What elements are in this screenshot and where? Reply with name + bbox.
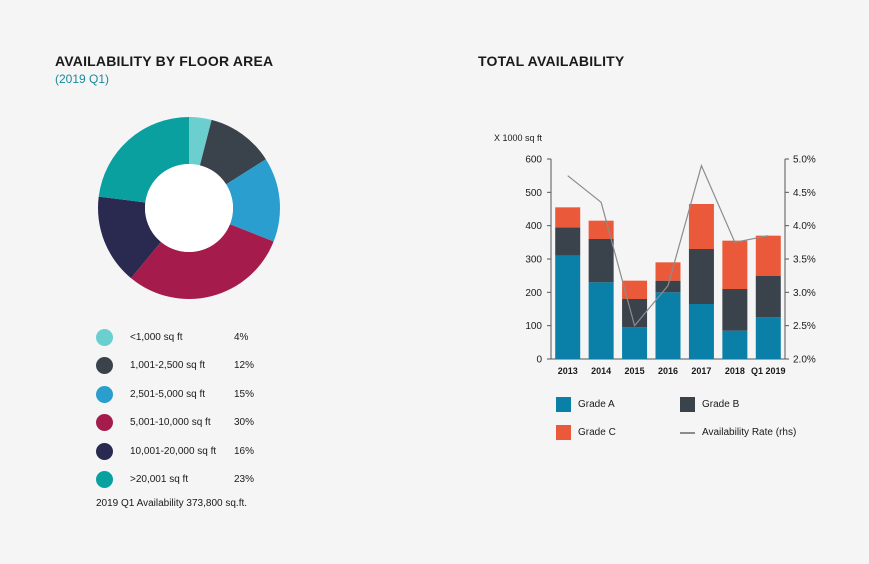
availability-rate-line-swatch <box>680 432 695 434</box>
grade-a-swatch <box>556 397 571 412</box>
legend-dot <box>96 329 113 346</box>
donut-slice-3 <box>130 224 274 299</box>
legend-percent: 12% <box>234 360 255 372</box>
bar-grade_a-0 <box>555 255 581 359</box>
bar-grade_c-0 <box>555 207 581 228</box>
legend-label: 2,501-5,000 sq ft <box>130 388 206 400</box>
bar-grade_b-5 <box>722 289 748 331</box>
x-tick-label: 2016 <box>658 366 678 376</box>
bar-grade_a-2 <box>622 327 648 359</box>
y2-tick-label: 4.0% <box>793 221 816 232</box>
legend-percent: 15% <box>234 388 255 400</box>
legend-percent: 30% <box>234 417 255 429</box>
bar-chart-title: TOTAL AVAILABILITY <box>478 53 625 69</box>
donut-chart-subtitle: (2019 Q1) <box>55 72 110 86</box>
legend-label: >20,001 sq ft <box>130 474 189 485</box>
legend-label: <1,000 sq ft <box>130 332 183 343</box>
bar-grade_a-6 <box>755 317 781 359</box>
y-tick-label: 200 <box>525 288 542 299</box>
legend-label: 10,001-20,000 sq ft <box>130 445 217 457</box>
bar-grade_c-2 <box>622 280 648 299</box>
y2-tick-label: 4.5% <box>793 188 816 199</box>
donut-chart-title: AVAILABILITY BY FLOOR AREA <box>55 53 274 69</box>
bar-grade_b-2 <box>622 299 648 328</box>
bar-grade_a-5 <box>722 330 748 359</box>
y-tick-label: 0 <box>536 355 542 366</box>
y-tick-label: 600 <box>525 155 542 166</box>
legend-dot <box>96 442 113 460</box>
y2-tick-label: 3.0% <box>793 288 816 299</box>
bar-grade_b-1 <box>588 239 614 283</box>
bar-grade_b-6 <box>755 275 781 318</box>
bar-grade_c-4 <box>688 204 714 249</box>
bar-grade_b-0 <box>555 227 581 256</box>
legend-dot <box>96 414 113 432</box>
availability-rate-label: Availability Rate (rhs) <box>702 427 797 438</box>
y-tick-label: 100 <box>525 321 542 332</box>
y-axis-unit-label: X 1000 sq ft <box>494 133 543 143</box>
grade-c-label: Grade C <box>578 427 616 438</box>
grade-b-swatch <box>680 397 695 412</box>
legend-label: 1,001-2,500 sq ft <box>130 360 206 372</box>
y-tick-label: 500 <box>525 188 542 199</box>
y2-tick-label: 2.0% <box>793 355 816 366</box>
grade-c-swatch <box>556 425 571 440</box>
legend-dot <box>96 385 113 403</box>
x-tick-label: 2015 <box>625 366 645 376</box>
bar-grade_c-3 <box>655 262 681 281</box>
legend-percent: 16% <box>234 445 255 457</box>
x-tick-label: 2013 <box>558 366 578 376</box>
bar-grade_a-3 <box>655 292 681 359</box>
availability-note: 2019 Q1 Availability 373,800 sq.ft. <box>96 498 248 509</box>
donut-slice-2 <box>226 159 280 242</box>
x-tick-label: 2014 <box>591 366 611 376</box>
x-tick-label: Q1 2019 <box>751 366 786 376</box>
legend-percent: 4% <box>234 332 249 343</box>
donut-slice-1 <box>199 119 266 185</box>
legend-dot <box>96 471 113 488</box>
x-tick-label: 2017 <box>691 366 711 376</box>
bar-grade_a-4 <box>688 304 714 359</box>
legend-label: 5,001-10,000 sq ft <box>130 417 211 429</box>
legend-dot <box>96 357 113 375</box>
donut-slice-5 <box>98 117 189 203</box>
bar-grade_c-6 <box>755 235 781 276</box>
bar-grade_a-1 <box>588 282 614 359</box>
donut-slice-0 <box>189 117 212 166</box>
y2-tick-label: 2.5% <box>793 321 816 332</box>
y2-tick-label: 3.5% <box>793 255 816 266</box>
x-tick-label: 2018 <box>725 366 745 376</box>
y2-tick-label: 5.0% <box>793 155 816 166</box>
bar-grade_b-4 <box>688 249 714 304</box>
donut-hole <box>145 164 233 252</box>
grade-a-label: Grade A <box>578 399 615 410</box>
availability-rate-line <box>567 163 769 327</box>
legend-percent: 23% <box>234 474 255 485</box>
y-tick-label: 300 <box>525 255 542 266</box>
donut-slice-4 <box>98 196 161 279</box>
y-tick-label: 400 <box>525 221 542 232</box>
grade-b-label: Grade B <box>702 399 740 410</box>
bar-grade_c-5 <box>722 240 748 289</box>
